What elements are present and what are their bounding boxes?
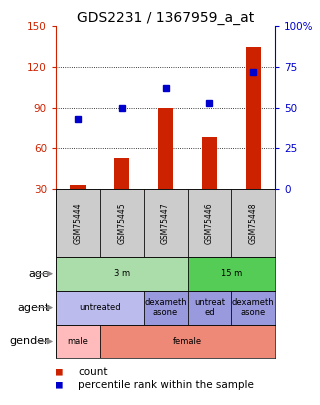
- Text: GSM75444: GSM75444: [73, 202, 83, 244]
- Text: dexameth
asone: dexameth asone: [144, 298, 187, 317]
- Bar: [158, 108, 173, 189]
- Text: gender: gender: [10, 337, 49, 347]
- Text: GSM75448: GSM75448: [249, 202, 258, 244]
- Text: ■: ■: [56, 367, 63, 377]
- Text: GSM75447: GSM75447: [161, 202, 170, 244]
- Bar: [231, 291, 275, 324]
- Text: age: age: [28, 269, 49, 279]
- Bar: [56, 291, 144, 324]
- Bar: [188, 291, 231, 324]
- Text: dexameth
asone: dexameth asone: [232, 298, 275, 317]
- Text: agent: agent: [17, 303, 49, 313]
- Bar: [56, 189, 100, 257]
- Text: male: male: [68, 337, 88, 346]
- Bar: [70, 185, 85, 189]
- Text: 15 m: 15 m: [221, 269, 242, 278]
- Bar: [144, 189, 188, 257]
- Text: ■: ■: [56, 380, 63, 390]
- Text: untreated: untreated: [79, 303, 121, 312]
- Text: untreat
ed: untreat ed: [194, 298, 225, 317]
- Bar: [246, 47, 261, 189]
- Text: percentile rank within the sample: percentile rank within the sample: [78, 380, 254, 390]
- Bar: [100, 324, 275, 358]
- Bar: [231, 189, 275, 257]
- Bar: [56, 257, 188, 291]
- Text: female: female: [173, 337, 202, 346]
- Title: GDS2231 / 1367959_a_at: GDS2231 / 1367959_a_at: [77, 11, 254, 25]
- Bar: [202, 137, 217, 189]
- Text: GSM75446: GSM75446: [205, 202, 214, 244]
- Bar: [114, 158, 129, 189]
- Bar: [188, 257, 275, 291]
- Text: 3 m: 3 m: [114, 269, 130, 278]
- Text: count: count: [78, 367, 108, 377]
- Text: GSM75445: GSM75445: [117, 202, 126, 244]
- Bar: [144, 291, 188, 324]
- Bar: [56, 324, 100, 358]
- Bar: [100, 189, 144, 257]
- Bar: [188, 189, 231, 257]
